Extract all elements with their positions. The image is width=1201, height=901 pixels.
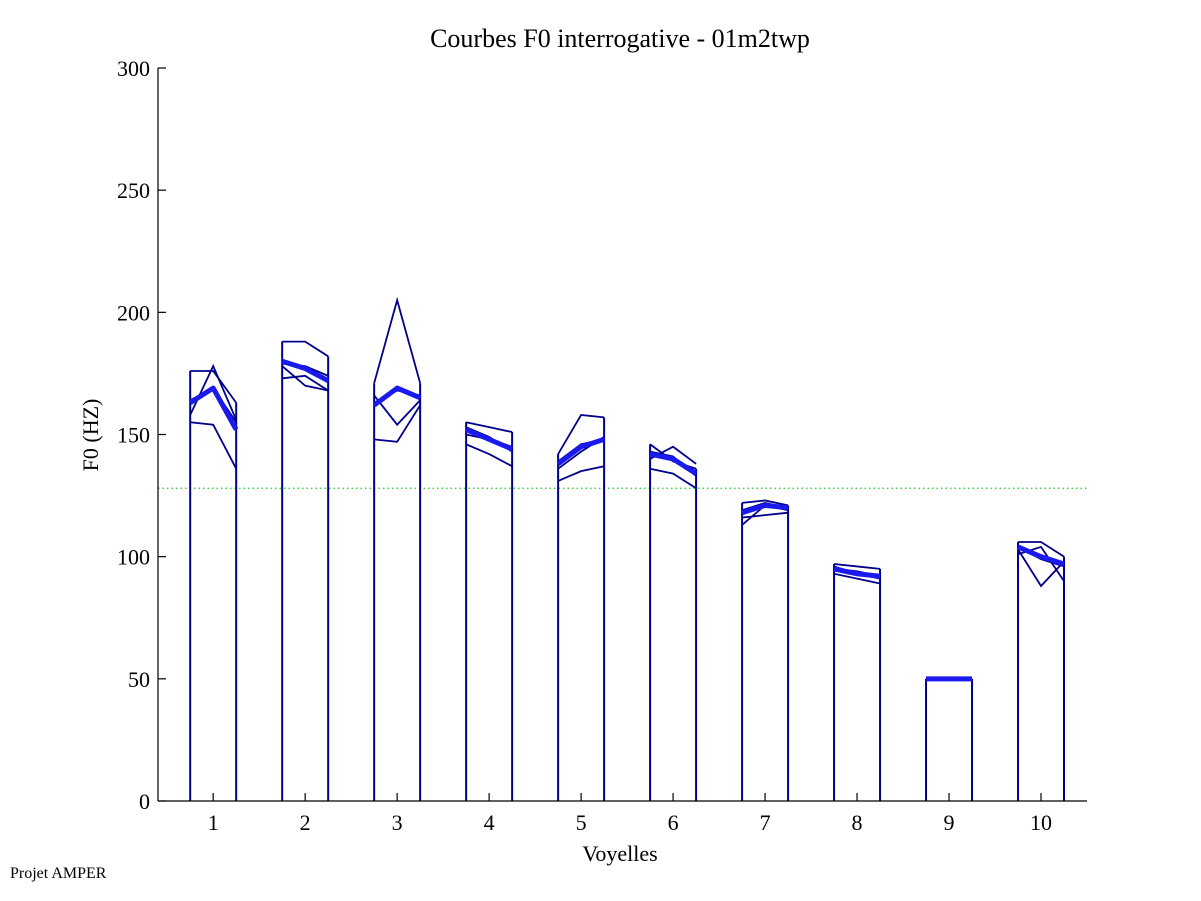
- x-tick-label: 10: [1030, 810, 1052, 835]
- f0-curve: [465, 421, 513, 433]
- vowel-group-1: [188, 363, 239, 801]
- f0-curve: [833, 572, 881, 585]
- f0-mean-curve: [188, 385, 239, 431]
- f0-curve: [190, 370, 237, 404]
- f0-curve: [557, 413, 605, 455]
- f0-curve: [282, 374, 329, 392]
- vowel-group-8: [833, 563, 882, 801]
- vowel-group-7: [741, 499, 790, 801]
- x-tick-label: 6: [668, 810, 679, 835]
- f0-curve: [281, 365, 329, 392]
- axes: 0 50 100 150 200 250 300 1 2 3 4 5 6 7 8 9 10: [117, 56, 1087, 835]
- footer-credit: Projet AMPER: [10, 865, 107, 882]
- f0-curve: [649, 467, 697, 490]
- f0-mean-curve: [556, 437, 605, 466]
- y-tick-label: 250: [117, 178, 150, 203]
- f0-curve: [282, 340, 329, 358]
- vowel-group-6: [649, 443, 698, 801]
- y-tick-label: 200: [117, 300, 150, 325]
- f0-curve: [190, 421, 237, 470]
- f0-curve: [1018, 541, 1065, 558]
- chart-title: Courbes F0 interrogative - 01m2twp: [430, 24, 810, 53]
- y-tick-label: 50: [128, 667, 150, 692]
- y-axis-label: F0 (HZ): [78, 399, 103, 472]
- x-tick-label: 2: [300, 810, 311, 835]
- x-tick-label: 3: [392, 810, 403, 835]
- y-tick-label: 150: [117, 423, 150, 448]
- plot-area: [158, 296, 1087, 801]
- x-tick-label: 4: [484, 810, 495, 835]
- f0-curve: [374, 404, 421, 443]
- x-tick-label: 5: [576, 810, 587, 835]
- f0-curve: [465, 443, 513, 468]
- y-tick-label: 0: [139, 789, 150, 814]
- f0-mean-curve: [741, 502, 789, 516]
- vowel-group-10: [1017, 541, 1066, 801]
- f0-mean-curve: [372, 385, 422, 408]
- vowel-group-2: [281, 340, 330, 801]
- f0-mean-curve: [281, 358, 330, 383]
- f0-curve: [373, 394, 421, 427]
- y-tick-label: 300: [117, 56, 150, 81]
- vowel-group-4: [465, 421, 514, 801]
- f0-mean-curve: [1017, 544, 1065, 567]
- f0-curve: [557, 465, 605, 482]
- y-tick-label: 100: [117, 545, 150, 570]
- x-tick-label: 7: [760, 810, 771, 835]
- f0-curve: [373, 296, 422, 384]
- vowel-group-9: [925, 676, 974, 801]
- f0-mean-curve: [833, 566, 881, 579]
- vowel-group-5: [556, 413, 606, 801]
- f0-mean-curve: [649, 451, 698, 476]
- f0-curve: [833, 563, 881, 570]
- f0-curve: [741, 511, 789, 519]
- x-tick-label: 1: [208, 810, 219, 835]
- x-tick-label: 9: [944, 810, 955, 835]
- f0-curve: [741, 499, 789, 507]
- x-axis-label: Voyelles: [582, 841, 657, 866]
- f0-mean-curve: [465, 427, 514, 452]
- vowel-group-3: [372, 296, 422, 801]
- x-tick-label: 8: [852, 810, 863, 835]
